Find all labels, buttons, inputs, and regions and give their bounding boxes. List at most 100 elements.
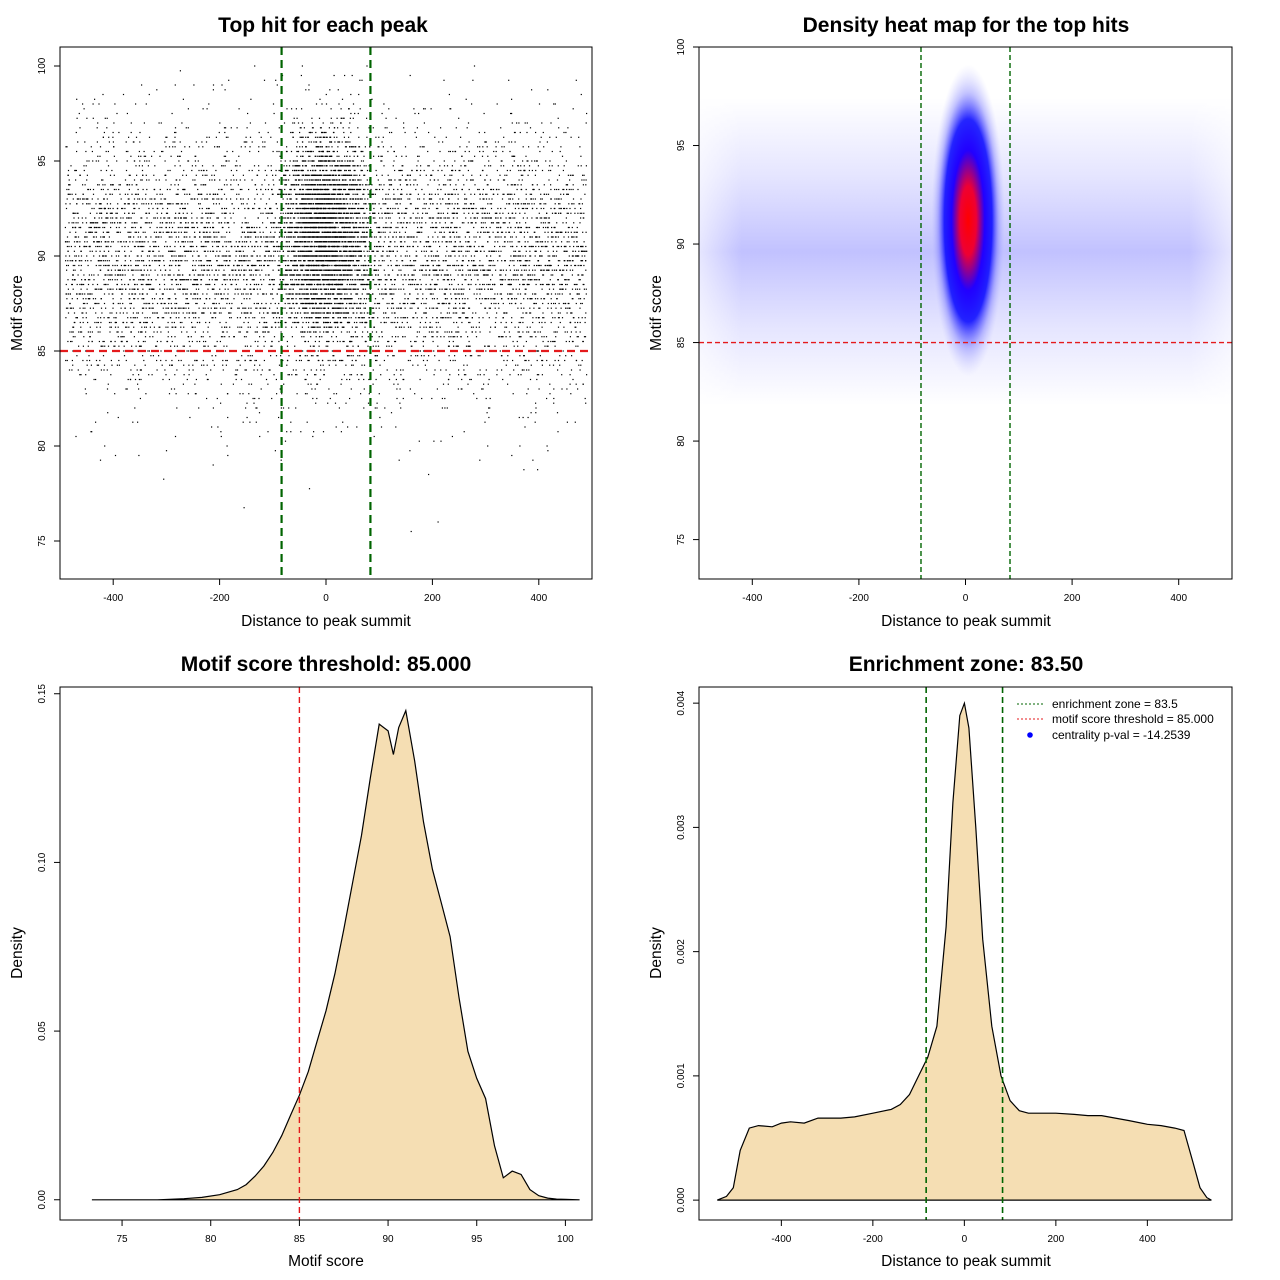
scatter-point: [171, 250, 173, 252]
scatter-point: [487, 383, 489, 385]
scatter-point: [479, 374, 481, 376]
scatter-point: [535, 412, 537, 414]
scatter-point: [278, 188, 280, 191]
scatter-point: [229, 260, 231, 262]
scatter-point: [452, 231, 454, 233]
scatter-point: [217, 217, 219, 219]
scatter-point: [251, 245, 253, 248]
scatter-point: [157, 245, 160, 248]
scatter-point: [478, 326, 480, 328]
scatter-point: [139, 269, 141, 271]
scatter-point: [425, 222, 427, 224]
scatter-point: [517, 260, 519, 262]
scatter-point: [90, 364, 92, 366]
scatter-point: [468, 307, 471, 309]
scatter-point: [439, 231, 441, 233]
scatter-point: [504, 260, 506, 262]
scatter-point: [228, 226, 230, 229]
scatter-point: [77, 236, 80, 238]
scatter-point: [461, 283, 463, 286]
scatter-point: [461, 321, 463, 324]
scatter-point: [500, 236, 502, 238]
scatter-point: [456, 321, 458, 324]
scatter-point: [436, 388, 438, 390]
scatter-point: [501, 283, 503, 286]
scatter-point: [265, 203, 268, 205]
scatter-point: [439, 264, 441, 267]
scatter-point: [103, 131, 105, 134]
scatter-point: [84, 184, 86, 186]
scatter-point: [486, 412, 488, 414]
scatter-point: [476, 269, 478, 271]
scatter-point: [423, 264, 425, 267]
scatter-point: [161, 293, 163, 295]
scatter-point: [462, 302, 464, 305]
scatter-point: [206, 241, 208, 243]
scatter-point: [401, 155, 403, 157]
scatter-point: [375, 378, 377, 381]
scatter-point: [281, 393, 283, 395]
scatter-point: [212, 89, 214, 91]
scatter-point: [382, 226, 384, 229]
scatter-point: [445, 274, 447, 276]
scatter-point: [415, 288, 417, 290]
scatter-point: [397, 336, 399, 338]
scatter-point: [503, 193, 505, 195]
scatter-point: [116, 160, 118, 162]
scatter-point: [212, 165, 214, 167]
scatter-point: [243, 298, 245, 300]
scatter-point: [520, 336, 522, 338]
scatter-point: [212, 250, 215, 252]
scatter-point: [459, 317, 461, 319]
scatter-point: [360, 184, 362, 186]
scatter-point: [285, 293, 287, 295]
scatter-point: [78, 331, 80, 333]
scatter-point: [175, 255, 177, 257]
scatter-point: [146, 283, 148, 286]
scatter-point: [186, 298, 188, 300]
scatter-point: [565, 231, 567, 233]
scatter-point: [571, 260, 573, 262]
scatter-point: [564, 207, 566, 210]
scatter-point: [306, 374, 308, 376]
scatter-point: [241, 188, 243, 191]
scatter-point: [223, 193, 226, 195]
scatter-point: [388, 345, 390, 347]
scatter-point: [372, 193, 375, 195]
scatter-point: [110, 245, 112, 248]
scatter-point: [254, 245, 256, 248]
scatter-point: [180, 150, 183, 153]
scatter-point: [196, 222, 198, 224]
scatter-point: [397, 317, 399, 319]
scatter-point: [421, 317, 423, 319]
scatter-point: [112, 217, 114, 219]
scatter-point: [351, 184, 353, 186]
scatter-point: [205, 231, 207, 233]
scatter-point: [207, 236, 209, 238]
scatter-point: [354, 331, 356, 333]
scatter-point: [174, 245, 176, 248]
scatter-point: [89, 212, 91, 214]
scatter-point: [99, 250, 101, 252]
scatter-point: [118, 345, 120, 347]
scatter-point: [448, 264, 450, 267]
scatter-point: [387, 198, 389, 200]
scatter-point: [259, 255, 261, 257]
scatter-point: [80, 269, 82, 271]
scatter-point: [507, 293, 509, 295]
scatter-point: [492, 222, 494, 224]
scatter-point: [275, 169, 277, 172]
scatter-point: [549, 136, 551, 138]
scatter-point: [149, 222, 151, 224]
scatter-point: [231, 302, 233, 305]
scatter-point: [140, 345, 142, 347]
scatter-point: [332, 359, 334, 362]
scatter-point: [558, 245, 560, 248]
scatter-point: [544, 231, 546, 233]
scatter-point: [208, 241, 210, 243]
scatter-point: [575, 255, 578, 257]
scatter-point: [107, 288, 109, 290]
scatter-point: [270, 302, 272, 305]
scatter-point: [444, 288, 446, 290]
scatter-point: [116, 279, 118, 281]
